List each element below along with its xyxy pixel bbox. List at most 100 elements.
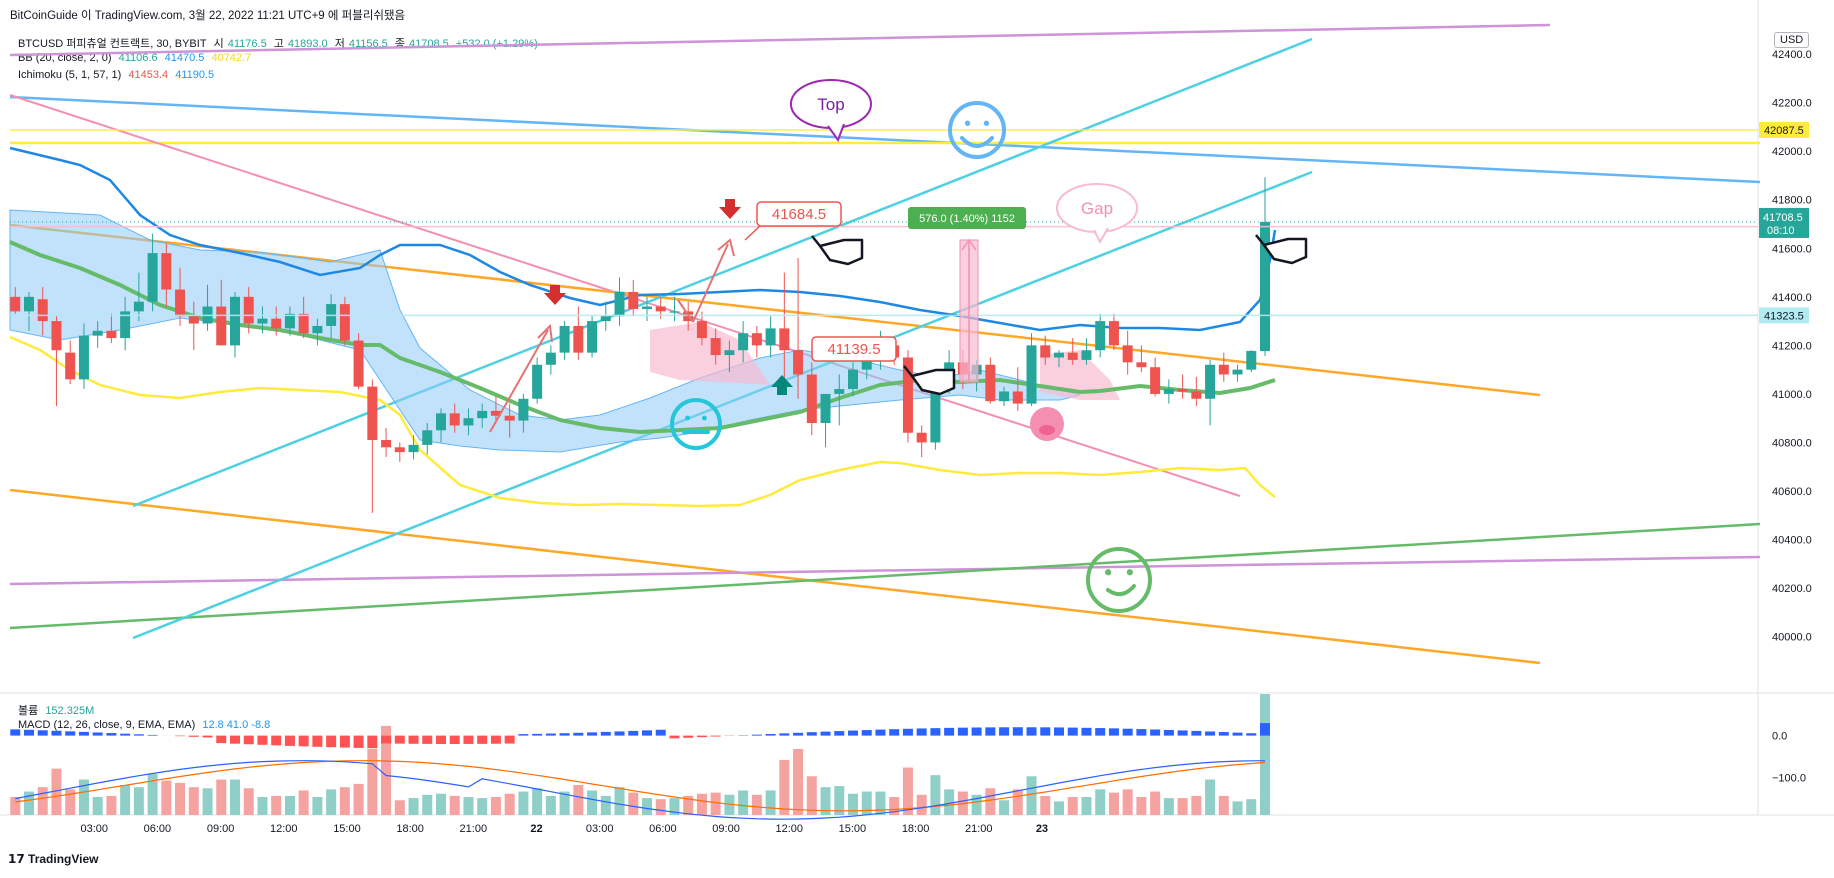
volume-bar — [37, 787, 48, 815]
price-axis-label-bg — [1759, 307, 1809, 324]
candle-down — [10, 296, 21, 312]
volume-bar — [1081, 797, 1092, 815]
buy-marker-icon — [771, 375, 793, 395]
macd-histogram-bar — [449, 735, 460, 744]
macd-histogram-bar — [518, 734, 529, 736]
candle-up — [641, 306, 652, 309]
volume-bar — [669, 798, 680, 815]
volume-value: 152.325M — [45, 705, 95, 717]
candle-up — [408, 444, 419, 453]
candle-down — [271, 318, 282, 329]
time-tick-label: 12:00 — [270, 823, 298, 835]
volume-bar — [1026, 776, 1037, 815]
macd-histogram-bar — [504, 735, 515, 744]
macd-histogram-bar — [298, 735, 309, 747]
candle-down — [449, 413, 460, 426]
macd-histogram-bar — [641, 730, 652, 736]
candle-up — [587, 321, 598, 353]
smiley-face-icon-eye — [983, 120, 990, 126]
symbol-name[interactable]: BTCUSD 퍼피츄얼 컨트랙트, 30, BYBIT — [18, 38, 207, 50]
candle-up — [1246, 350, 1257, 370]
macd-histogram-bar — [326, 735, 337, 748]
candle-down — [188, 316, 199, 324]
volume-bar — [120, 785, 131, 815]
smiley-face-icon-mouth — [960, 136, 994, 148]
candle-down — [1040, 345, 1051, 358]
candle-down — [751, 333, 762, 346]
candle-down — [51, 321, 62, 351]
macd-histogram-bar — [353, 735, 364, 748]
macd-histogram-bar — [669, 735, 680, 739]
volume-name[interactable]: 볼륨 — [18, 705, 39, 717]
time-tick-label: 21:00 — [965, 823, 993, 835]
ichimoku-cloud-bearish — [650, 322, 770, 385]
volume-bar — [1012, 789, 1023, 815]
volume-bar — [106, 795, 117, 815]
macd-histogram-bar — [257, 735, 268, 745]
volume-bar — [449, 795, 460, 815]
neutral-face-icon-eye — [702, 415, 707, 421]
volume-bar — [930, 775, 941, 815]
volume-bar — [1232, 801, 1243, 815]
macd-histogram-bar — [339, 735, 350, 748]
macd-histogram-bar — [312, 735, 323, 747]
time-tick-label: 12:00 — [775, 823, 803, 835]
macd-histogram-bar — [408, 735, 419, 744]
projection-arrow — [489, 323, 553, 433]
pointing-hand-finger — [811, 235, 821, 247]
volume-bar — [614, 787, 625, 815]
price-tick-label: 41800.0 — [1772, 195, 1812, 207]
macd-histogram-bar — [683, 735, 694, 738]
candle-down — [806, 374, 817, 424]
volume-bar — [435, 793, 446, 815]
volume-bar — [490, 797, 501, 815]
macd-histogram-bar — [1163, 729, 1174, 736]
volume-bar — [545, 795, 556, 815]
macd-histogram-bar — [985, 727, 996, 736]
price-tick-label: 40000.0 — [1772, 632, 1812, 644]
currency-button[interactable]: USD — [1774, 32, 1810, 48]
ichimoku-a-value: 41453.4 — [128, 69, 169, 81]
volume-bar — [875, 791, 886, 815]
macd-name[interactable]: MACD (12, 26, close, 9, EMA, EMA) — [18, 719, 196, 731]
volume-bar — [92, 797, 103, 815]
macd-histogram-bar — [23, 729, 34, 736]
volume-bar — [1136, 797, 1147, 815]
macd-histogram-bar — [957, 727, 968, 736]
macd-histogram-bar — [1260, 723, 1270, 736]
volume-bar — [65, 789, 76, 815]
macd-histogram-bar — [1040, 727, 1051, 736]
volume-bar — [339, 787, 350, 815]
candle-up — [312, 325, 323, 334]
price-callout-label: 41139.5 — [827, 341, 880, 358]
candle-up — [930, 381, 941, 443]
candle-down — [1067, 352, 1078, 360]
macd-histogram-bar — [765, 733, 776, 736]
sell-marker-icon — [719, 199, 741, 219]
sleepy-face-icon-mouth — [1106, 584, 1136, 597]
price-axis-label-bg — [1759, 121, 1809, 138]
candle-up — [133, 301, 144, 312]
candle-down — [1177, 389, 1188, 392]
candle-down — [1136, 362, 1147, 368]
close-label: 종 — [394, 38, 405, 50]
time-tick-label: 18:00 — [396, 823, 424, 835]
price-callout-pointer — [744, 225, 761, 241]
candle-up — [1260, 221, 1270, 352]
tradingview-logo[interactable]: 𝟭𝟳 TradingView — [8, 852, 99, 866]
sleepy-face-icon-eye — [1105, 569, 1112, 576]
macd-histogram-bar — [284, 735, 295, 746]
volume-bar — [985, 788, 996, 815]
candle-up — [669, 311, 680, 313]
gap-callout-tail — [1093, 227, 1109, 245]
macd-histogram-bar — [889, 729, 900, 736]
ichimoku-name[interactable]: Ichimoku (5, 1, 57, 1) — [18, 69, 122, 81]
time-tick-label: 06:00 — [144, 823, 172, 835]
volume-bar — [381, 725, 392, 815]
candle-down — [243, 296, 254, 324]
candle-up — [284, 313, 295, 329]
projection-arrow — [677, 299, 694, 323]
top-callout-tail — [827, 123, 845, 143]
volume-bar — [312, 797, 323, 815]
